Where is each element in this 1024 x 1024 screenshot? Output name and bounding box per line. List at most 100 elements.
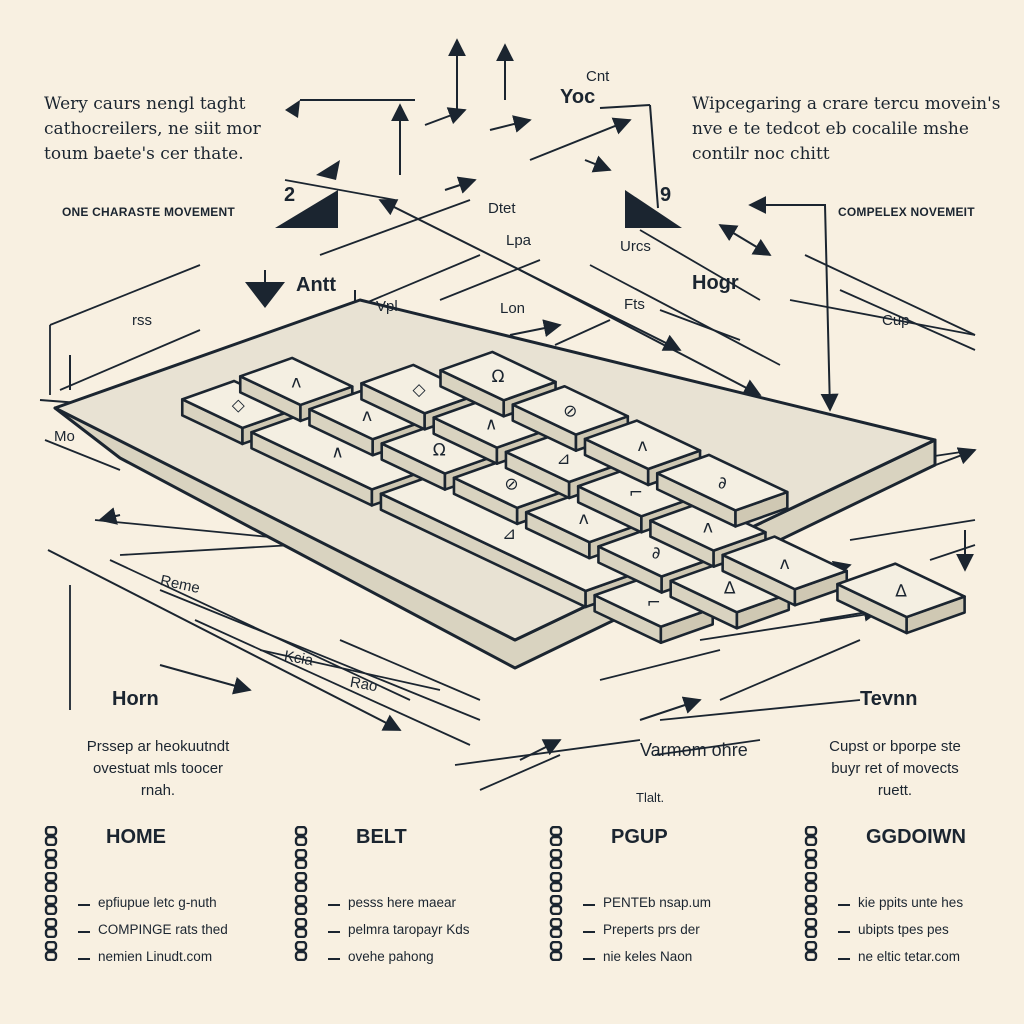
- dash-icon: [328, 958, 340, 960]
- intro-right-line: nve e te tedcot eb cocalile mshe: [692, 119, 969, 139]
- keycap-legend-icon: ʌ: [703, 517, 713, 537]
- chain-bullet-icon: [44, 825, 58, 847]
- keycap-top: [649, 500, 767, 552]
- column-item: ne eltic tetar.com: [858, 949, 961, 964]
- chain-bullet-icon: [549, 825, 563, 847]
- keycap-legend-icon: ⊘: [504, 475, 518, 495]
- dash-icon: [583, 904, 595, 906]
- label-rss: rss: [132, 312, 152, 329]
- caption-line: Prssep ar heokuutndt: [86, 738, 230, 755]
- chain-bullet-icon: [804, 940, 818, 962]
- keycap-legend-icon: ∂: [718, 474, 727, 494]
- intro-right: Wipcegaring a crare tercu movein's nve e…: [692, 92, 1002, 167]
- intro-left: Wery caurs nengl taght cathocreilers, ne…: [44, 92, 284, 167]
- dash-icon: [838, 931, 850, 933]
- intro-left-line: cathocreilers, ne siit mor: [44, 119, 261, 139]
- chain-bullet-icon: [294, 825, 308, 847]
- dash-icon: [328, 931, 340, 933]
- chain-bullet-icon: [294, 940, 308, 962]
- dash-icon: [838, 958, 850, 960]
- keycap-legend-icon: ∆: [723, 578, 736, 598]
- label-lpa: Lpa: [506, 232, 532, 249]
- column-item: ubipts tpes pes: [858, 922, 949, 937]
- label-cnt: Cnt: [586, 68, 610, 85]
- dash-icon: [583, 931, 595, 933]
- chain-bullet-icon: [549, 848, 563, 870]
- chain-bullet-icon: [804, 825, 818, 847]
- keycap-legend-icon: ◇: [412, 380, 426, 400]
- column-item: nemien Linudt.com: [98, 949, 213, 964]
- intro-right-line: Wipcegaring a crare tercu movein's: [692, 94, 1001, 114]
- keycap-legend-icon: ᴧ: [362, 406, 372, 426]
- chain-bullet-icon: [294, 917, 308, 939]
- label-urcs: Urcs: [620, 238, 651, 255]
- chain-bullet-icon: [294, 871, 308, 893]
- mid-right-caption: Cupst or bporpe ste buyr ret of movects …: [780, 736, 1010, 802]
- dash-icon: [78, 931, 90, 933]
- column-item: kie ppits unte hes: [858, 895, 964, 910]
- caption-line: rnah.: [140, 782, 176, 799]
- caption-line: ruett.: [877, 782, 913, 799]
- number-right: 9: [660, 184, 672, 206]
- caption-line: buyr ret of movects: [831, 760, 959, 777]
- keycap-legend-icon: ⊘: [563, 401, 577, 421]
- label-mo: Mo: [54, 428, 75, 445]
- chain-bullet-icon: [804, 848, 818, 870]
- dash-icon: [838, 904, 850, 906]
- column-item: epfiupue letc g-nuth: [98, 895, 217, 910]
- keycap-legend-icon: ʌ: [291, 372, 301, 392]
- keycap-top: [439, 350, 557, 402]
- chain-bullet-icon: [44, 917, 58, 939]
- chain-bullet-icon: [804, 917, 818, 939]
- chain-bullet-icon: [44, 848, 58, 870]
- dash-icon: [78, 958, 90, 960]
- keycap-legend-icon: ◇: [232, 395, 246, 415]
- label-antt: Antt: [296, 274, 336, 296]
- intro-right-line: contilr noc chitt: [692, 144, 830, 164]
- chain-bullet-icon: [294, 894, 308, 916]
- dash-icon: [78, 904, 90, 906]
- keycap-top: [836, 562, 966, 619]
- column-title: HOME: [106, 826, 166, 848]
- keycap-top: [511, 384, 630, 436]
- mid-left-title: Horn: [112, 688, 159, 710]
- keycap-legend-icon: Ω: [492, 367, 505, 387]
- chain-bullet-icon: [44, 871, 58, 893]
- label-fts: Fts: [624, 296, 645, 313]
- keycap-top: [583, 419, 702, 471]
- keycap-legend-icon: ∆: [894, 581, 907, 601]
- keycap-legend-icon: ᴧ: [780, 554, 790, 574]
- keycap-legend-icon: ⊿: [556, 449, 570, 469]
- chain-bullet-icon: [44, 940, 58, 962]
- section-left-heading: ONE CHARASTE MOVEMENT: [62, 205, 235, 219]
- label-cup: Cup: [882, 312, 910, 329]
- chain-bullet-icon: [549, 917, 563, 939]
- keycap-legend-icon: ᴧ: [579, 509, 589, 529]
- chain-bullet-icon: [44, 894, 58, 916]
- column-item: Preperts prs der: [603, 922, 700, 937]
- mid-left-caption: Prssep ar heokuutndt ovestuat mls toocer…: [38, 736, 278, 802]
- chain-bullet-icon: [294, 848, 308, 870]
- column-title: BELT: [356, 826, 407, 848]
- chain-bullet-icon: [549, 871, 563, 893]
- chain-bullet-icon: [549, 894, 563, 916]
- label-hogr: Hogr: [692, 272, 739, 294]
- chain-bullet-icon: [804, 894, 818, 916]
- movement-arrows: [39, 38, 977, 761]
- keycap-legend-icon: ∧: [331, 443, 343, 463]
- caption-line: ovestuat mls toocer: [92, 760, 224, 777]
- label-dtet: Dtet: [488, 200, 516, 217]
- label-vpl: Vpl: [376, 298, 398, 315]
- number-left: 2: [284, 184, 296, 206]
- keycap-legend-icon: ⊿: [502, 524, 516, 544]
- dash-icon: [328, 904, 340, 906]
- mid-right-title: Tevnn: [860, 688, 918, 710]
- section-right-heading: COMPELEX NOVEMEIT: [838, 205, 975, 219]
- chain-bullet-icon: [549, 940, 563, 962]
- keycap-legend-icon: Ω: [433, 440, 446, 460]
- keycap-legend-icon: ∂: [652, 543, 661, 563]
- triangle-markers: [245, 100, 682, 308]
- column-item: pelmra taropayr Kds: [348, 922, 470, 937]
- dash-icon: [583, 958, 595, 960]
